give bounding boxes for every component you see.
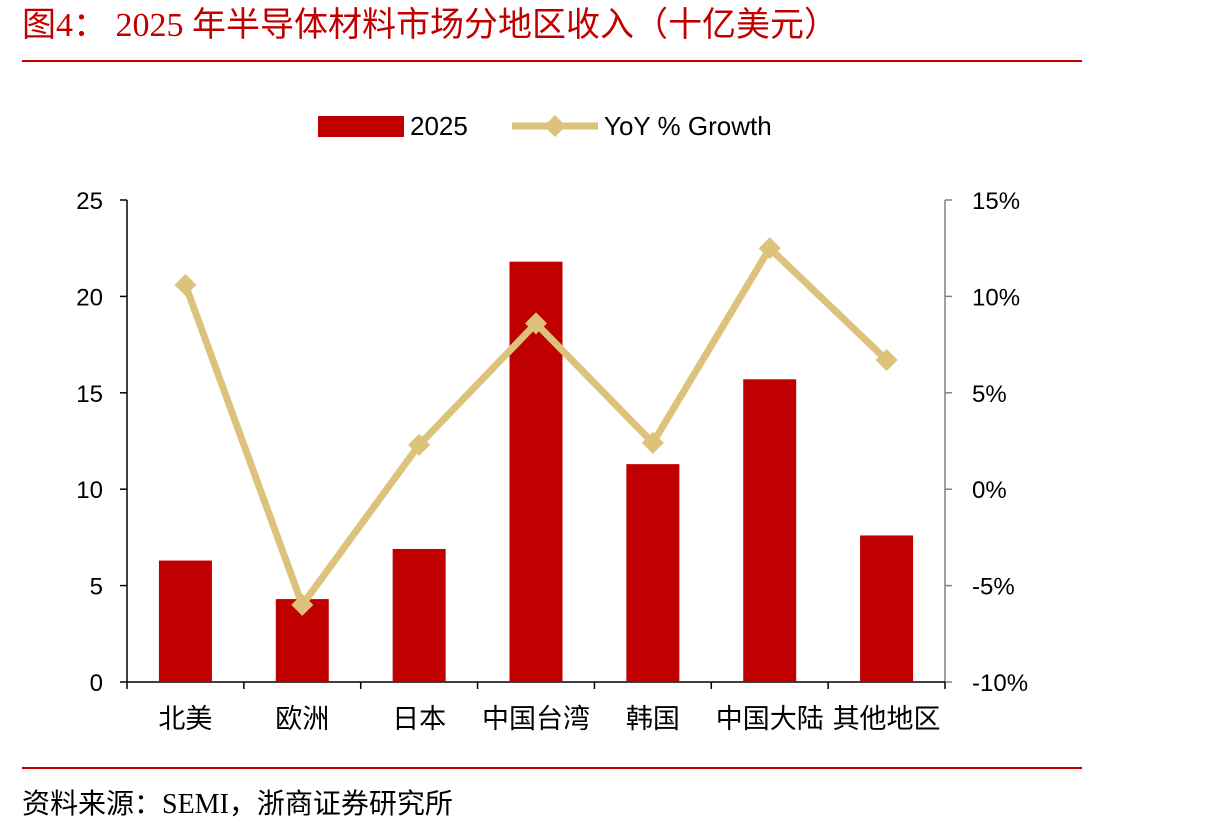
- chart-title: 图4： 2025 年半导体材料市场分地区收入（十亿美元）: [22, 7, 838, 44]
- yoy-point-4: [525, 312, 547, 335]
- right-y-tick-label: -10%: [972, 670, 1028, 697]
- x-category-label: 中国台湾: [482, 704, 590, 734]
- right-y-tick-label: 15%: [972, 188, 1020, 215]
- bar-1: [158, 560, 212, 682]
- bar-3: [392, 548, 446, 682]
- legend-bar-swatch: [318, 116, 404, 137]
- bar-5: [626, 464, 680, 682]
- right-y-tick-label: 5%: [972, 381, 1007, 408]
- legend-label-yoy: YoY % Growth: [604, 111, 772, 141]
- legend-label-2025: 2025: [410, 111, 468, 141]
- x-category-label: 韩国: [626, 704, 680, 734]
- left-y-tick-label: 10: [76, 477, 103, 504]
- x-category-label: 北美: [158, 704, 212, 734]
- yoy-point-3: [408, 433, 431, 456]
- left-y-tick-label: 5: [90, 574, 103, 601]
- legend-diamond-marker: [544, 115, 566, 137]
- bar-7: [860, 535, 914, 682]
- left-y-tick-label: 25: [76, 188, 103, 215]
- chart-axes: 0 5 10 15 20 25 -10% -5% 0% 5% 10% 15%: [76, 188, 1028, 697]
- title-divider: [22, 60, 1082, 62]
- left-y-tick-label: 15: [76, 381, 103, 408]
- right-y-tick-label: -5%: [972, 574, 1015, 601]
- source-divider: [22, 767, 1082, 769]
- source-note: 资料来源：SEMI，浙商证券研究所: [22, 789, 453, 820]
- yoy-point-1: [174, 273, 197, 296]
- yoy-point-5: [641, 431, 664, 454]
- yoy-point-6: [758, 237, 781, 260]
- x-axis-labels: 北美 欧洲 日本 中国台湾 韩国 中国大陆 其他地区: [158, 704, 940, 734]
- line-series: [174, 237, 898, 616]
- x-category-label: 其他地区: [833, 704, 941, 734]
- bar-6: [743, 379, 797, 682]
- x-category-label: 日本: [392, 704, 446, 734]
- left-y-tick-label: 0: [90, 670, 103, 697]
- left-y-tick-label: 20: [76, 284, 103, 311]
- right-y-tick-label: 10%: [972, 284, 1020, 311]
- bar-series: [158, 261, 914, 682]
- chart-legend: 2025 YoY % Growth: [318, 111, 772, 141]
- yoy-point-7: [875, 349, 898, 372]
- x-category-label: 欧洲: [275, 704, 329, 734]
- x-category-label: 中国大陆: [716, 704, 824, 734]
- yoy-point-2: [291, 593, 314, 616]
- right-y-tick-label: 0%: [972, 477, 1007, 504]
